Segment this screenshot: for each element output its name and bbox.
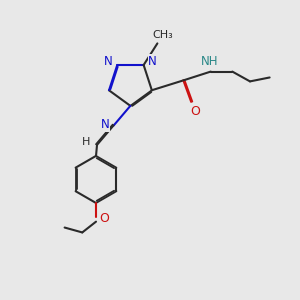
Text: CH₃: CH₃	[152, 30, 173, 40]
Text: N: N	[104, 55, 112, 68]
Text: N: N	[148, 55, 157, 68]
Text: O: O	[190, 105, 200, 118]
Text: H: H	[82, 137, 90, 147]
Text: O: O	[99, 212, 109, 225]
Text: NH: NH	[201, 55, 218, 68]
Text: N: N	[100, 118, 109, 131]
